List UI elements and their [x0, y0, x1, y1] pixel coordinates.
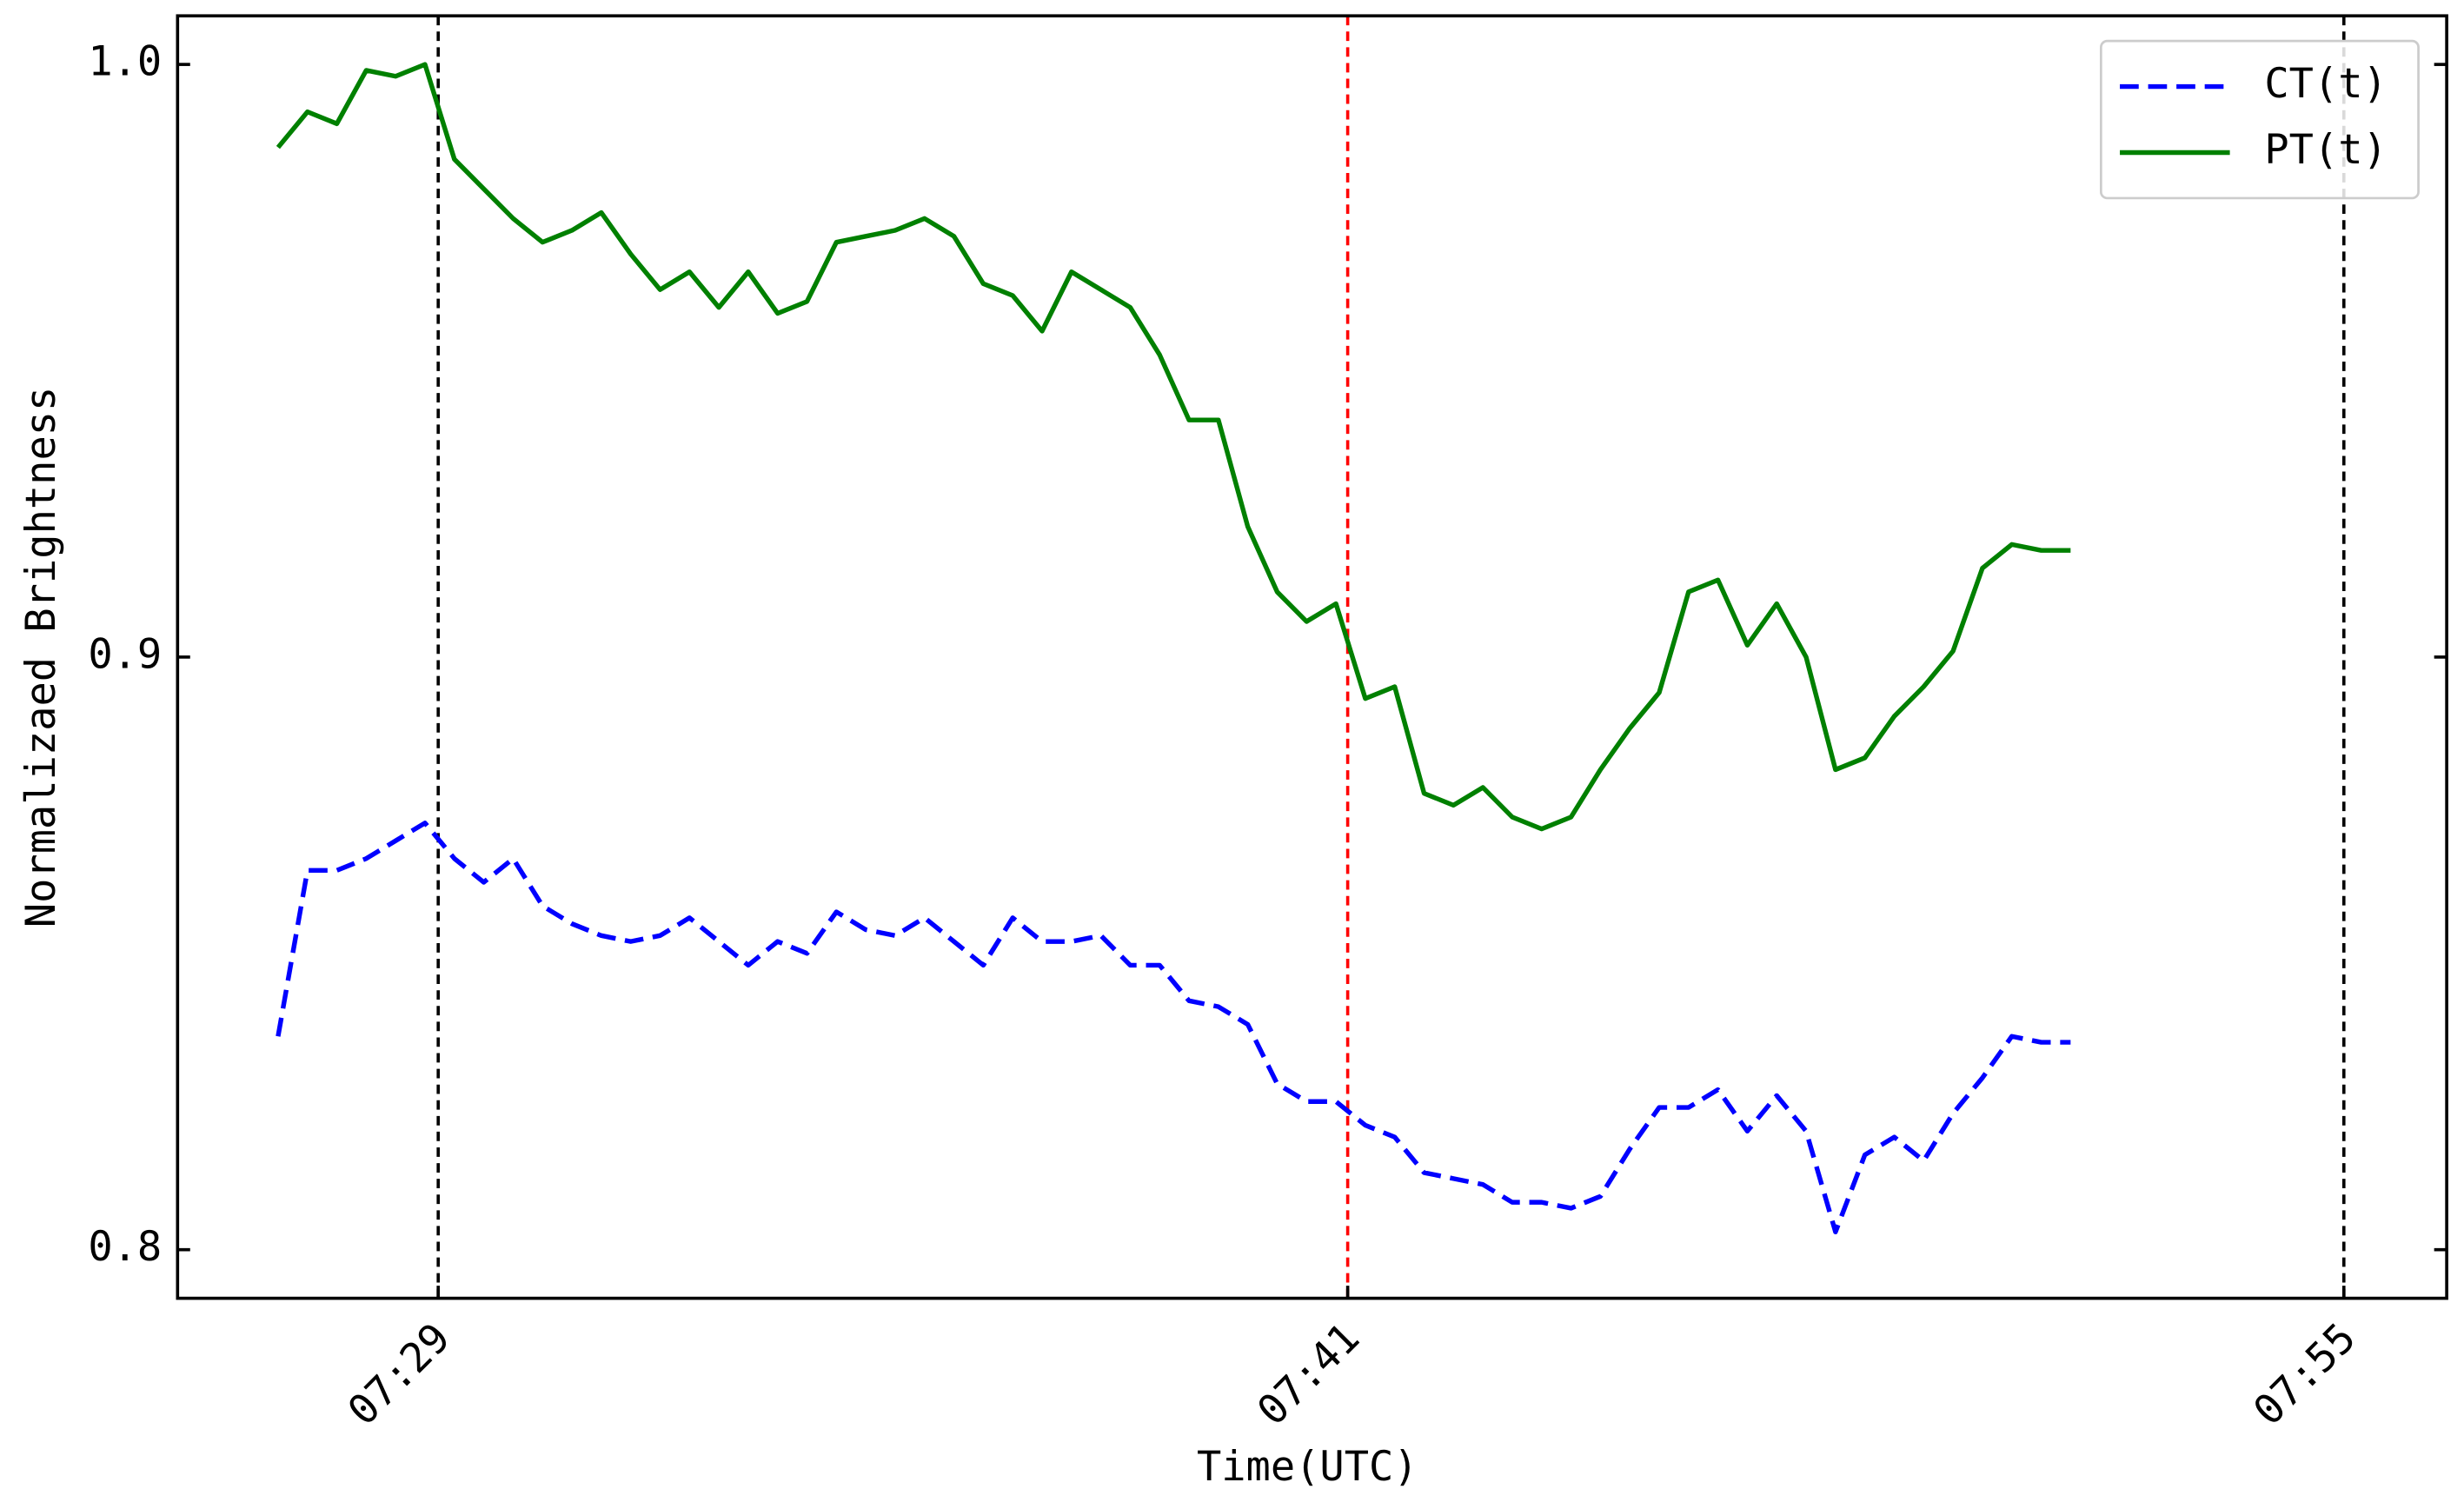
plot-frame — [176, 14, 2448, 1300]
x-tick-label: 07:55 — [2244, 1314, 2365, 1435]
y-tick-label: 0.8 — [88, 1223, 162, 1271]
series-line — [276, 821, 2071, 1234]
x-tick-label: 07:41 — [1248, 1314, 1369, 1435]
x-axis-label: Time(UTC) — [1197, 1443, 1418, 1491]
y-tick-label: 1.0 — [88, 38, 162, 86]
legend-label: CT(t) — [2264, 60, 2387, 108]
y-tick-label: 0.9 — [88, 630, 162, 678]
y-axis-label: Normalizaed Brightness — [17, 387, 65, 928]
x-tick-label: 07:29 — [339, 1314, 460, 1435]
legend-box — [2099, 39, 2420, 200]
legend-label: PT(t) — [2264, 126, 2387, 174]
series-line — [276, 62, 2071, 832]
legend: CT(t) PT(t) — [2099, 39, 2420, 200]
